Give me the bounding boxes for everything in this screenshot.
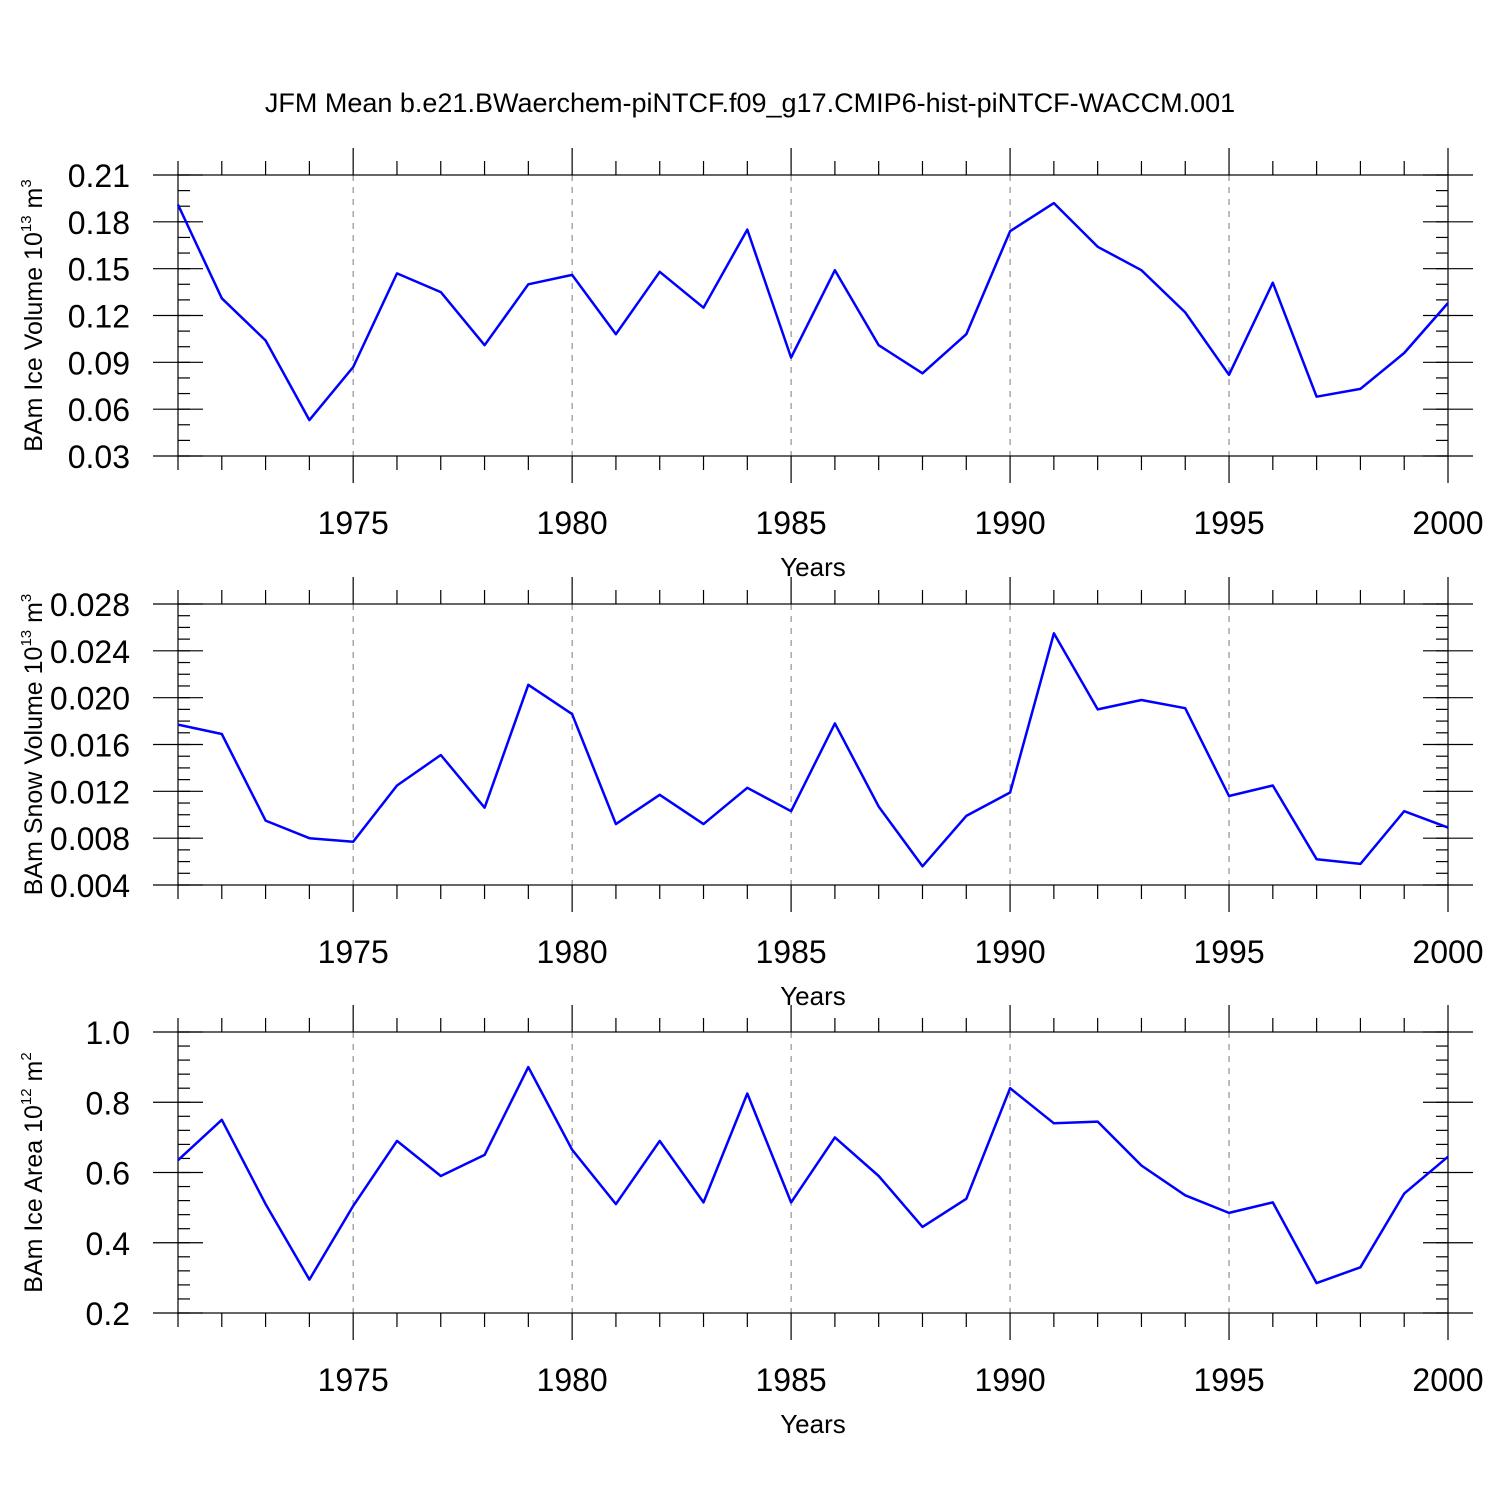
plot-frame xyxy=(177,1031,1449,1314)
x-tick-label: 1975 xyxy=(318,1362,389,1398)
y-tick-label: 0.15 xyxy=(68,252,130,288)
x-tick-label: 2000 xyxy=(1412,1362,1483,1398)
x-tick-label: 1990 xyxy=(974,1362,1045,1398)
y-tick-label: 0.12 xyxy=(68,299,130,335)
x-tick-label: 1980 xyxy=(537,505,608,541)
y-tick-label: 0.028 xyxy=(50,587,130,623)
y-tick-label: 0.09 xyxy=(68,345,130,381)
series-line-snow-volume xyxy=(177,632,1449,868)
y-tick-label: 0.21 xyxy=(68,158,130,194)
y-tick-label: 0.004 xyxy=(50,868,130,904)
y-axis-label: BAm Ice Volume 1013 m3 xyxy=(18,179,48,451)
panel-snow-volume: 0.004 0.008 0.012 0.016 0.020 0.024 0.028 1975 1… xyxy=(18,577,1484,1011)
x-tick-label: 1975 xyxy=(318,505,389,541)
y-tick-label: 0.8 xyxy=(86,1085,130,1121)
x-axis-label: Years xyxy=(780,1409,846,1439)
x-axis-label: Years xyxy=(780,552,846,582)
y-axis-label-main: BAm Snow Volume 10 xyxy=(20,647,48,896)
y-tick-label: 0.2 xyxy=(86,1296,130,1332)
x-tick-label: 2000 xyxy=(1412,934,1483,970)
y-tick-label: 0.024 xyxy=(50,634,130,670)
series-line-ice-volume xyxy=(176,201,1449,422)
series-line-ice-area xyxy=(177,1065,1449,1285)
y-axis-label-main: BAm Ice Volume 10 xyxy=(20,232,48,452)
y-tick-label: 0.6 xyxy=(86,1156,130,1192)
y-axis-label-main: BAm Ice Area 10 xyxy=(20,1105,48,1293)
y-axis-label-unit-exp: 3 xyxy=(18,179,35,187)
y-tick-label: 0.012 xyxy=(50,774,130,810)
y-tick-label: 0.18 xyxy=(68,205,130,241)
x-tick-label: 1990 xyxy=(974,934,1045,970)
plot-frame xyxy=(177,603,1449,886)
x-tick-label: 1985 xyxy=(756,1362,827,1398)
x-tick-label: 1995 xyxy=(1193,505,1264,541)
y-axis-label-unit: m xyxy=(20,602,48,630)
y-axis-label-exp: 13 xyxy=(18,630,35,647)
y-tick-label: 1.0 xyxy=(86,1015,130,1051)
y-axis-label-unit-exp: 2 xyxy=(18,1052,35,1060)
x-tick-label: 1990 xyxy=(974,505,1045,541)
x-tick-label: 1985 xyxy=(756,934,827,970)
panel-ice-area: 0.2 0.4 0.6 0.8 1.0 1975 1980 1985 1990 1995 2000 Y… xyxy=(18,1005,1484,1439)
figure-title: JFM Mean b.e21.BWaerchem-piNTCF.f09_g17.… xyxy=(265,88,1235,118)
x-tick-label: 1975 xyxy=(318,934,389,970)
x-axis-label: Years xyxy=(780,981,846,1011)
x-tick-label: 1980 xyxy=(537,1362,608,1398)
x-tick-label: 1995 xyxy=(1193,934,1264,970)
y-axis-label: BAm Snow Volume 1013 m3 xyxy=(18,594,48,896)
y-tick-label: 0.03 xyxy=(68,439,130,475)
panels: 0.03 0.06 0.09 0.12 0.15 0.18 0.21 1975 1980 1985… xyxy=(18,148,1484,1439)
y-axis-label: BAm Ice Area 1012 m2 xyxy=(18,1052,48,1292)
panel-ice-volume: 0.03 0.06 0.09 0.12 0.15 0.18 0.21 1975 1980 1985… xyxy=(18,148,1484,582)
y-axis-label-exp: 12 xyxy=(18,1088,35,1105)
y-tick-label: 0.4 xyxy=(86,1226,130,1262)
y-axis-label-exp: 13 xyxy=(18,215,35,232)
y-axis-label-unit-exp: 3 xyxy=(18,594,35,602)
x-tick-label: 1995 xyxy=(1193,1362,1264,1398)
x-tick-label: 2000 xyxy=(1412,505,1483,541)
x-tick-label: 1985 xyxy=(756,505,827,541)
y-tick-label: 0.016 xyxy=(50,728,130,764)
y-tick-label: 0.06 xyxy=(68,392,130,428)
y-tick-label: 0.020 xyxy=(50,681,130,717)
y-axis-label-unit: m xyxy=(20,188,48,216)
x-tick-label: 1980 xyxy=(537,934,608,970)
y-tick-label: 0.008 xyxy=(50,821,130,857)
y-axis-label-unit: m xyxy=(20,1061,48,1089)
